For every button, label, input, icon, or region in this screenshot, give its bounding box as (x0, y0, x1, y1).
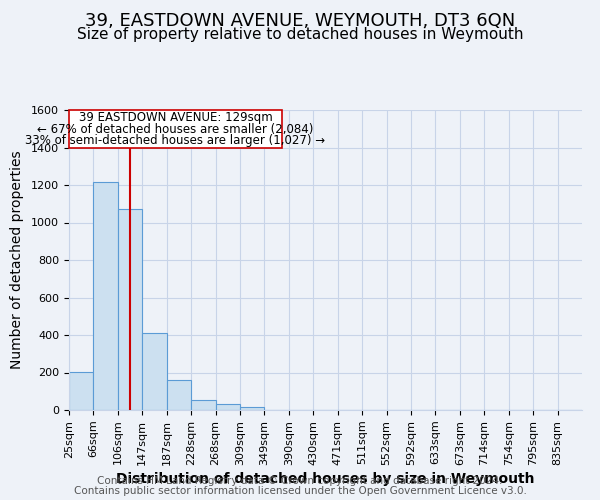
Text: 39 EASTDOWN AVENUE: 129sqm: 39 EASTDOWN AVENUE: 129sqm (79, 111, 272, 124)
Text: 39, EASTDOWN AVENUE, WEYMOUTH, DT3 6QN: 39, EASTDOWN AVENUE, WEYMOUTH, DT3 6QN (85, 12, 515, 30)
Text: ← 67% of detached houses are smaller (2,084): ← 67% of detached houses are smaller (2,… (37, 122, 314, 136)
Bar (215, 404, 240, 410)
Bar (191, 400, 215, 410)
Bar (240, 406, 265, 410)
Bar (167, 380, 191, 410)
FancyBboxPatch shape (70, 110, 281, 148)
Bar (69, 372, 94, 410)
Bar (94, 182, 118, 410)
Text: Contains public sector information licensed under the Open Government Licence v3: Contains public sector information licen… (74, 486, 526, 496)
X-axis label: Distribution of detached houses by size in Weymouth: Distribution of detached houses by size … (116, 472, 535, 486)
Text: 33% of semi-detached houses are larger (1,027) →: 33% of semi-detached houses are larger (… (25, 134, 326, 147)
Text: Contains HM Land Registry data © Crown copyright and database right 2024.: Contains HM Land Registry data © Crown c… (97, 476, 503, 486)
Bar (118, 210, 142, 410)
Bar (142, 333, 167, 410)
Y-axis label: Number of detached properties: Number of detached properties (10, 150, 24, 370)
Text: Size of property relative to detached houses in Weymouth: Size of property relative to detached ho… (77, 28, 523, 42)
